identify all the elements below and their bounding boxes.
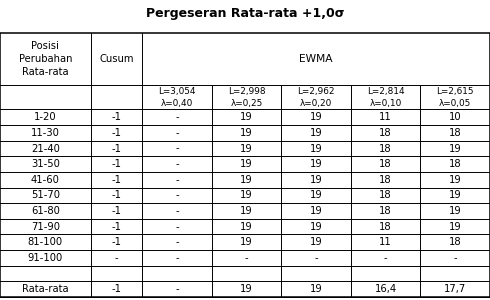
Text: -: - — [314, 253, 318, 263]
Text: 19: 19 — [310, 222, 322, 232]
Text: 91-100: 91-100 — [28, 253, 63, 263]
Text: -1: -1 — [111, 112, 122, 122]
Text: 17,7: 17,7 — [444, 284, 466, 294]
Text: 71-90: 71-90 — [31, 222, 60, 232]
Text: -: - — [175, 284, 179, 294]
Text: 18: 18 — [379, 175, 392, 185]
Text: 19: 19 — [240, 190, 253, 200]
Text: 19: 19 — [240, 237, 253, 247]
Text: -1: -1 — [111, 144, 122, 154]
Text: 19: 19 — [310, 128, 322, 138]
Text: -: - — [175, 253, 179, 263]
Text: -: - — [175, 112, 179, 122]
Text: 11-30: 11-30 — [31, 128, 60, 138]
Text: 18: 18 — [379, 222, 392, 232]
Text: Rata-rata: Rata-rata — [22, 284, 69, 294]
Text: 18: 18 — [449, 159, 462, 169]
Text: -1: -1 — [111, 206, 122, 216]
Text: 19: 19 — [310, 112, 322, 122]
Text: -1: -1 — [111, 190, 122, 200]
Text: 19: 19 — [449, 222, 462, 232]
Text: 61-80: 61-80 — [31, 206, 60, 216]
Text: 19: 19 — [310, 206, 322, 216]
Text: L=3,054
λ=0,40: L=3,054 λ=0,40 — [158, 87, 196, 108]
Text: 51-70: 51-70 — [31, 190, 60, 200]
Text: EWMA: EWMA — [299, 54, 333, 64]
Text: 19: 19 — [240, 284, 253, 294]
Text: 19: 19 — [240, 206, 253, 216]
Text: -1: -1 — [111, 175, 122, 185]
Text: -1: -1 — [111, 284, 122, 294]
Text: 16,4: 16,4 — [374, 284, 397, 294]
Text: 18: 18 — [449, 128, 462, 138]
Text: 18: 18 — [379, 128, 392, 138]
Text: L=2,814
λ=0,10: L=2,814 λ=0,10 — [367, 87, 404, 108]
Text: -: - — [175, 190, 179, 200]
Text: -1: -1 — [111, 159, 122, 169]
Text: -: - — [115, 253, 118, 263]
Text: 10: 10 — [449, 112, 462, 122]
Text: 31-50: 31-50 — [31, 159, 60, 169]
Text: 19: 19 — [310, 144, 322, 154]
Text: -: - — [175, 175, 179, 185]
Text: Cusum: Cusum — [99, 54, 134, 64]
Bar — [0, 33, 490, 297]
Text: -: - — [175, 206, 179, 216]
Text: 81-100: 81-100 — [28, 237, 63, 247]
Text: -1: -1 — [111, 222, 122, 232]
Text: 18: 18 — [379, 144, 392, 154]
Text: -: - — [175, 159, 179, 169]
Text: L=2,998
λ=0,25: L=2,998 λ=0,25 — [228, 87, 265, 108]
Text: -: - — [175, 222, 179, 232]
Text: 19: 19 — [240, 222, 253, 232]
Text: 19: 19 — [240, 159, 253, 169]
Text: 1-20: 1-20 — [34, 112, 57, 122]
Text: Pergeseran Rata-rata +1,0σ: Pergeseran Rata-rata +1,0σ — [146, 8, 344, 20]
Text: 19: 19 — [310, 175, 322, 185]
Text: 19: 19 — [449, 206, 462, 216]
Text: 19: 19 — [310, 237, 322, 247]
Text: 21-40: 21-40 — [31, 144, 60, 154]
Text: 41-60: 41-60 — [31, 175, 60, 185]
Text: -: - — [175, 128, 179, 138]
Text: 19: 19 — [240, 175, 253, 185]
Text: -: - — [453, 253, 457, 263]
Text: L=2,615
λ=0,05: L=2,615 λ=0,05 — [437, 87, 474, 108]
Text: 19: 19 — [240, 112, 253, 122]
Text: 19: 19 — [449, 175, 462, 185]
Text: L=2,962
λ=0,20: L=2,962 λ=0,20 — [297, 87, 335, 108]
Text: -: - — [384, 253, 388, 263]
Text: 11: 11 — [379, 112, 392, 122]
Text: 19: 19 — [310, 159, 322, 169]
Text: 19: 19 — [449, 144, 462, 154]
Text: -1: -1 — [111, 237, 122, 247]
Text: 19: 19 — [240, 144, 253, 154]
Text: 11: 11 — [379, 237, 392, 247]
Text: 19: 19 — [310, 190, 322, 200]
Text: 19: 19 — [240, 128, 253, 138]
Text: Posisi
Perubahan
Rata-rata: Posisi Perubahan Rata-rata — [19, 41, 72, 77]
Text: -: - — [245, 253, 248, 263]
Text: 18: 18 — [449, 237, 462, 247]
Text: -: - — [175, 237, 179, 247]
Text: -: - — [175, 144, 179, 154]
Text: -1: -1 — [111, 128, 122, 138]
Text: 18: 18 — [379, 190, 392, 200]
Text: 19: 19 — [449, 190, 462, 200]
Text: 18: 18 — [379, 159, 392, 169]
Text: 19: 19 — [310, 284, 322, 294]
Text: 18: 18 — [379, 206, 392, 216]
